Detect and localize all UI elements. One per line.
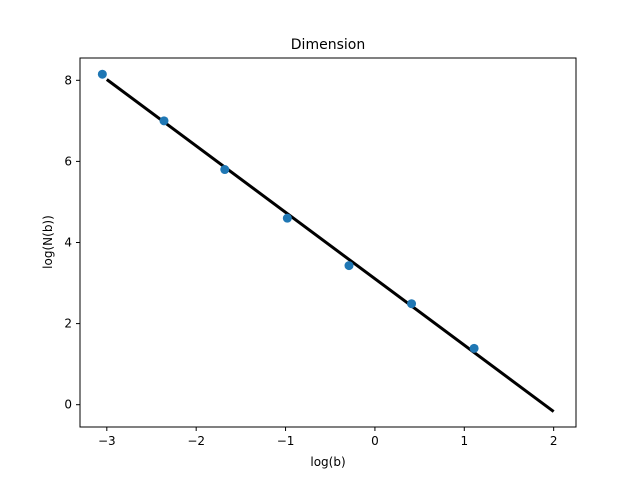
y-axis-label: log(N(b)) [41,215,55,269]
y-tick-label: 8 [64,73,72,87]
data-point [97,69,107,79]
x-tick-label: −2 [187,434,205,448]
y-axis: 0 2 4 6 8 [64,73,80,412]
data-point [159,116,169,126]
x-tick-label: −1 [277,434,295,448]
x-axis: −3 −2 −1 0 1 2 [98,427,558,448]
y-tick-label: 0 [64,398,72,412]
chart-title: Dimension [291,37,365,53]
data-point [407,299,417,309]
plot-area [97,69,555,413]
data-point [220,165,230,175]
y-tick-label: 2 [64,317,72,331]
data-point [344,261,354,271]
x-axis-label: log(b) [310,455,345,469]
x-tick-label: 2 [550,434,558,448]
y-tick-label: 6 [64,154,72,168]
x-tick-label: 1 [460,434,468,448]
fit-line [105,78,555,413]
y-tick-label: 4 [64,236,72,250]
data-point [469,343,479,353]
data-point [282,213,292,223]
x-tick-label: −3 [98,434,116,448]
x-tick-label: 0 [371,434,379,448]
